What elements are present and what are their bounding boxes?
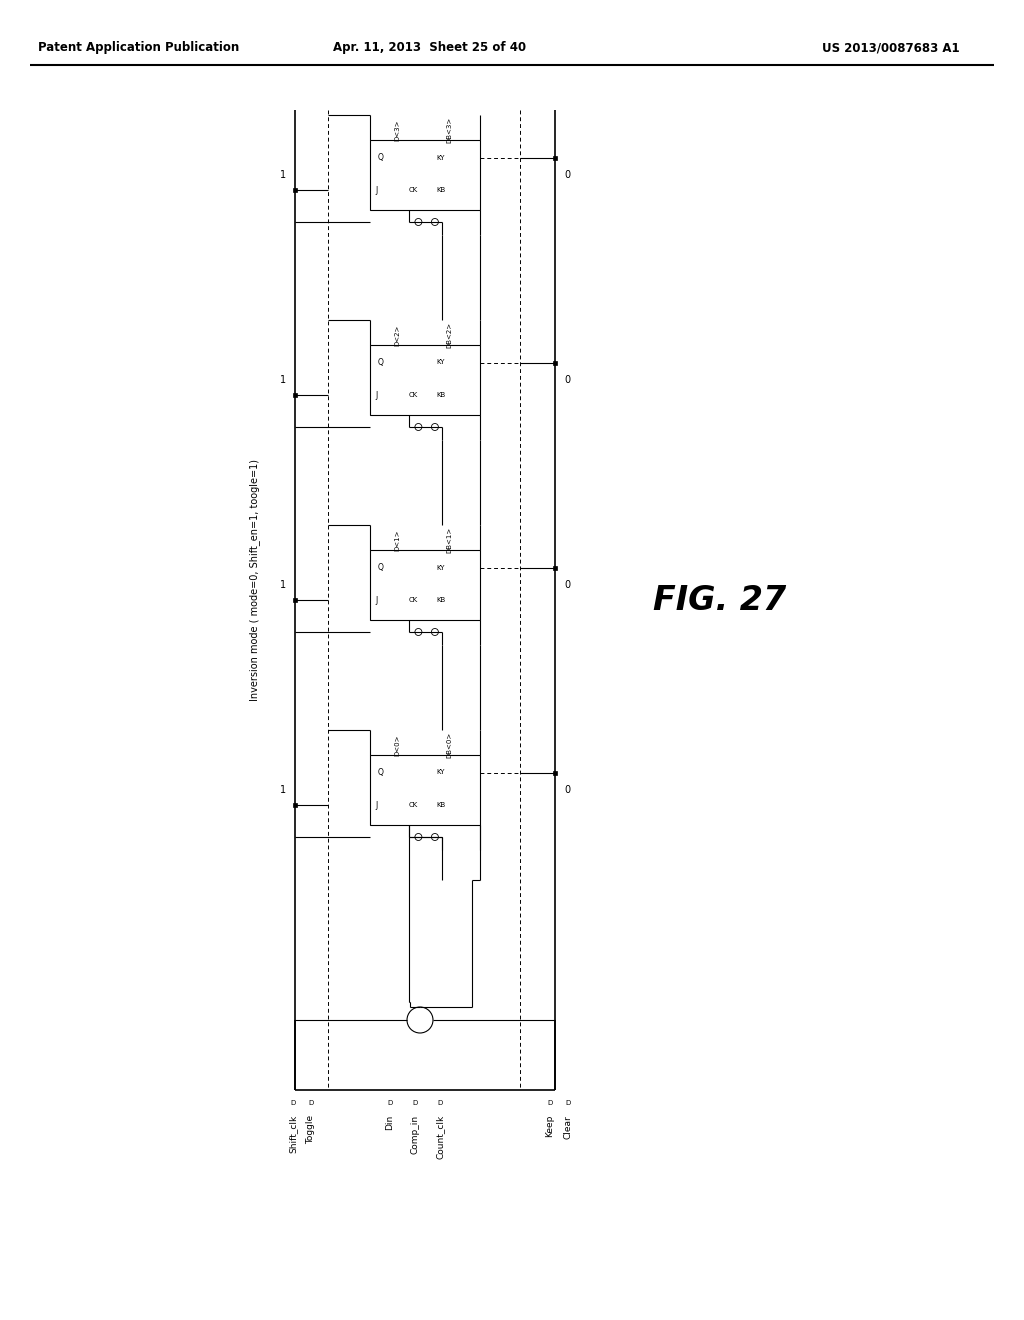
- Bar: [293, 804, 297, 808]
- Text: Patent Application Publication: Patent Application Publication: [38, 41, 240, 54]
- Circle shape: [431, 628, 438, 635]
- Circle shape: [415, 219, 422, 226]
- Text: D<0>: D<0>: [394, 734, 400, 756]
- Text: D<2>: D<2>: [394, 325, 400, 346]
- Text: KY: KY: [436, 565, 444, 570]
- Text: CK: CK: [409, 598, 418, 603]
- Bar: [370, 755, 480, 825]
- Bar: [553, 360, 557, 364]
- Text: D: D: [291, 1100, 296, 1106]
- Text: FIG. 27: FIG. 27: [653, 583, 786, 616]
- Text: 1: 1: [280, 170, 286, 180]
- Text: J: J: [375, 801, 377, 810]
- Text: D<3>: D<3>: [394, 119, 400, 141]
- Text: Q: Q: [378, 358, 384, 367]
- Circle shape: [431, 424, 438, 430]
- Bar: [293, 189, 297, 193]
- Text: D<1>: D<1>: [394, 529, 400, 550]
- Bar: [370, 550, 480, 620]
- Text: D: D: [548, 1100, 553, 1106]
- Text: KY: KY: [436, 359, 444, 366]
- Text: J: J: [375, 595, 377, 605]
- Text: Apr. 11, 2013  Sheet 25 of 40: Apr. 11, 2013 Sheet 25 of 40: [334, 41, 526, 54]
- Text: KY: KY: [436, 154, 444, 161]
- Text: Toggle: Toggle: [306, 1115, 315, 1144]
- Bar: [293, 598, 297, 602]
- Text: DB<3>: DB<3>: [446, 117, 453, 143]
- Text: 0: 0: [564, 785, 570, 795]
- Text: KB: KB: [436, 803, 445, 808]
- Text: 0: 0: [564, 375, 570, 385]
- Text: J: J: [375, 186, 377, 195]
- Text: Inversion mode ( mode=0, Shift_en=1, toogle=1): Inversion mode ( mode=0, Shift_en=1, too…: [250, 459, 260, 701]
- Text: D: D: [308, 1100, 313, 1106]
- Text: 1: 1: [280, 785, 286, 795]
- Circle shape: [431, 219, 438, 226]
- Text: CK: CK: [409, 803, 418, 808]
- Bar: [370, 140, 480, 210]
- Text: Din: Din: [385, 1115, 394, 1130]
- Circle shape: [415, 424, 422, 430]
- Text: D: D: [437, 1100, 442, 1106]
- Text: Q: Q: [378, 768, 384, 777]
- Text: KY: KY: [436, 770, 444, 776]
- Text: 1: 1: [280, 375, 286, 385]
- Text: Keep: Keep: [546, 1115, 555, 1138]
- Bar: [553, 156, 557, 160]
- Text: D: D: [413, 1100, 418, 1106]
- Circle shape: [431, 833, 438, 841]
- Bar: [553, 771, 557, 775]
- Text: J: J: [375, 391, 377, 400]
- Text: US 2013/0087683 A1: US 2013/0087683 A1: [822, 41, 961, 54]
- Text: D: D: [387, 1100, 392, 1106]
- Text: Comp_in: Comp_in: [411, 1115, 420, 1154]
- Text: 1: 1: [280, 579, 286, 590]
- Text: Shift_clk: Shift_clk: [289, 1115, 298, 1154]
- Text: CK: CK: [409, 187, 418, 194]
- Text: DB<0>: DB<0>: [446, 731, 453, 758]
- Text: 0: 0: [564, 579, 570, 590]
- Circle shape: [407, 1007, 433, 1034]
- Circle shape: [415, 628, 422, 635]
- Text: KB: KB: [436, 598, 445, 603]
- Bar: [293, 393, 297, 397]
- Text: KB: KB: [436, 392, 445, 399]
- Bar: [553, 565, 557, 569]
- Text: CK: CK: [409, 392, 418, 399]
- Bar: [370, 345, 480, 414]
- Text: Q: Q: [378, 564, 384, 572]
- Text: Q: Q: [378, 153, 384, 162]
- Text: DB<1>: DB<1>: [446, 527, 453, 553]
- Text: 0: 0: [564, 170, 570, 180]
- Text: KB: KB: [436, 187, 445, 194]
- Text: D: D: [565, 1100, 570, 1106]
- Text: DB<2>: DB<2>: [446, 322, 453, 348]
- Circle shape: [415, 833, 422, 841]
- Text: Clear: Clear: [563, 1115, 572, 1139]
- Text: Count_clk: Count_clk: [435, 1115, 444, 1159]
